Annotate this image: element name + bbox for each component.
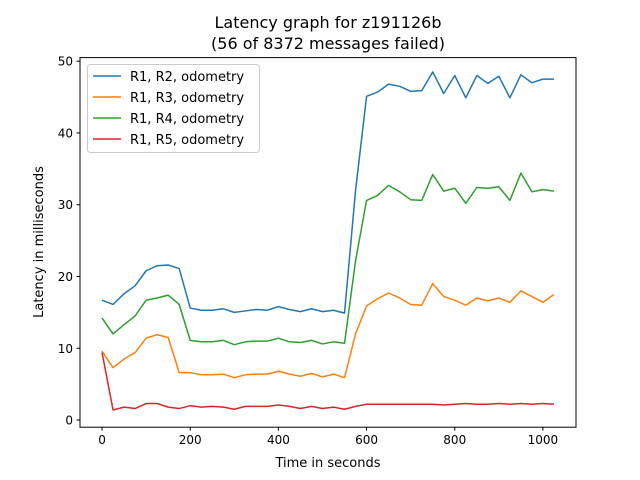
series-line-1 bbox=[101, 71, 554, 314]
plot-area-frame bbox=[79, 57, 577, 428]
legend-label-4: R1, R5, odometry bbox=[130, 133, 244, 148]
legend-label-1: R1, R2, odometry bbox=[130, 70, 244, 85]
series-line-3 bbox=[101, 172, 555, 346]
series-layer bbox=[101, 71, 555, 411]
series-line-4 bbox=[101, 352, 555, 411]
y-axis-label: Latency in milliseconds bbox=[32, 166, 47, 318]
legend-label-2: R1, R3, odometry bbox=[130, 91, 244, 106]
y-tick-label: 30 bbox=[58, 198, 73, 212]
x-tick-label: 0 bbox=[98, 433, 106, 447]
legend-box bbox=[87, 64, 260, 153]
legend: R1, R2, odometry R1, R3, odometry R1, R4, … bbox=[87, 64, 260, 153]
x-tick-label: 200 bbox=[179, 433, 202, 447]
y-tick-label: 10 bbox=[58, 342, 73, 356]
x-tick-label: 800 bbox=[443, 433, 466, 447]
x-tick-label: 1000 bbox=[528, 433, 559, 447]
y-tick-label: 0 bbox=[65, 414, 73, 428]
x-axis: 0 200 400 600 800 1000 bbox=[98, 427, 558, 447]
legend-label-3: R1, R4, odometry bbox=[130, 112, 244, 127]
series-line-2 bbox=[101, 282, 555, 379]
chart-title: Latency graph for z191126b bbox=[215, 13, 442, 32]
y-axis: 0 10 20 30 40 50 bbox=[58, 55, 80, 428]
x-tick-label: 400 bbox=[267, 433, 290, 447]
y-tick-label: 20 bbox=[58, 270, 73, 284]
y-tick-label: 40 bbox=[58, 126, 73, 140]
x-tick-label: 600 bbox=[355, 433, 378, 447]
chart-subtitle: (56 of 8372 messages failed) bbox=[211, 34, 445, 53]
y-tick-label: 50 bbox=[58, 55, 73, 69]
x-axis-label: Time in seconds bbox=[274, 456, 380, 471]
